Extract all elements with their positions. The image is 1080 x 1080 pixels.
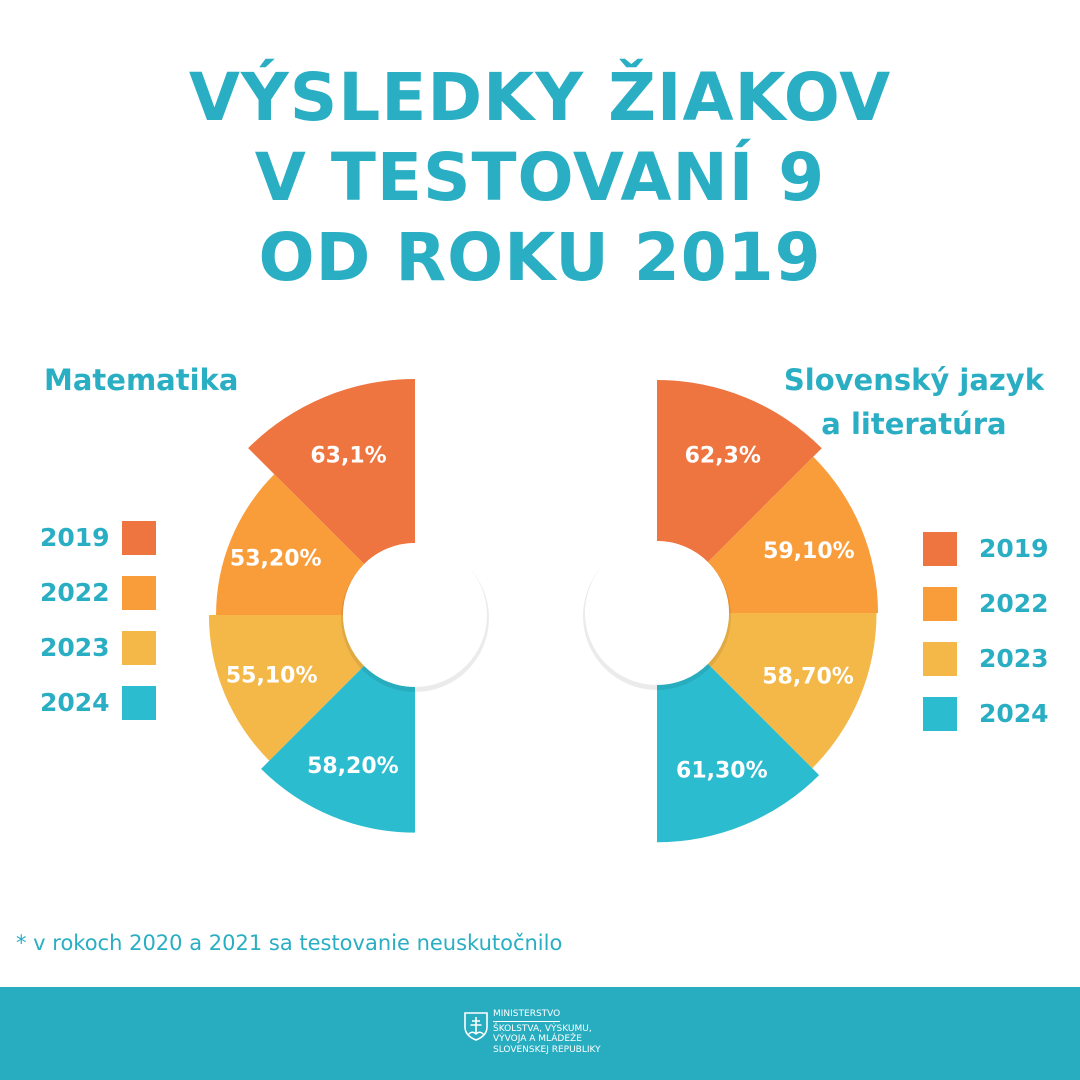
data-label-2023: 58,70% [762,665,854,690]
center-hole [343,543,487,687]
legend-item-2023: 2023 [923,642,1053,676]
chart-title-sk-line-2: a literatúra [821,407,1007,441]
legend-swatch [923,532,957,566]
title-line-3: OD ROKU 2019 [258,219,822,296]
data-label-2024: 61,30% [676,759,768,784]
legend-swatch [122,686,156,720]
legend-swatch [122,521,156,555]
page-title: VÝSLEDKY ŽIAKOV V TESTOVANÍ 9 OD ROKU 20… [0,58,1080,298]
legend-item-2022: 2022 [40,576,170,610]
title-line-1: VÝSLEDKY ŽIAKOV [188,59,892,136]
footer-bar: MINISTERSTVO ŠKOLSTVA, VÝSKUMU, VÝVOJA A… [0,987,1080,1080]
ministry-logo: MINISTERSTVO ŠKOLSTVA, VÝSKUMU, VÝVOJA A… [463,1009,643,1065]
ministry-line-2: ŠKOLSTVA, VÝSKUMU, [493,1023,592,1034]
legend-label: 2019 [40,523,110,552]
legend-label: 2023 [40,633,110,662]
ministry-line-3: VÝVOJA A MLÁDEŽE [493,1034,582,1044]
legend-swatch [122,631,156,665]
legend-item-2019: 2019 [40,521,170,555]
chart-title-sk-line-1: Slovenský jazyk [783,363,1044,397]
legend-label: 2022 [979,589,1049,618]
ministry-line-1: MINISTERSTVO [493,1009,561,1022]
legend-item-2019: 2019 [923,532,1053,566]
legend-item-2024: 2024 [40,686,170,720]
legend-swatch [923,642,957,676]
legend-swatch [923,587,957,621]
slice-2022 [707,456,879,613]
chart-title-slovensky-jazyk: Slovenský jazyk a literatúra [784,358,1044,446]
chart-matematika: 63,1% 53,20% 55,10% 58,20% [208,379,489,833]
coat-of-arms-icon [464,1012,488,1041]
data-label-2019: 62,3% [685,443,761,468]
chart-slovensky-jazyk: 62,3% 59,10% 58,70% 61,30% [583,379,879,843]
data-label-2022: 59,10% [763,539,855,564]
ministry-name: MINISTERSTVO ŠKOLSTVA, VÝSKUMU, VÝVOJA A… [493,1009,601,1055]
slice-2024 [261,665,415,833]
footnote: * v rokoch 2020 a 2021 sa testovanie neu… [16,931,563,955]
center-hole [585,541,729,685]
data-label-2024: 58,20% [307,754,399,779]
data-label-2022: 53,20% [230,546,322,571]
chart-title-matematika: Matematika [44,363,239,397]
legend-swatch [122,576,156,610]
legend-item-2023: 2023 [40,631,170,665]
title-line-2: V TESTOVANÍ 9 [254,139,826,216]
legend-item-2022: 2022 [923,587,1053,621]
slice-2024 [657,663,820,843]
data-label-2023: 55,10% [226,663,318,688]
legend-swatch [923,697,957,731]
data-label-2019: 63,1% [310,444,386,469]
legend-label: 2022 [40,578,110,607]
legend-item-2024: 2024 [923,697,1053,731]
legend-label: 2019 [979,534,1049,563]
legend-label: 2024 [979,699,1049,728]
ministry-line-4: SLOVENSKEJ REPUBLIKY [493,1044,601,1055]
slice-2019 [657,379,822,563]
slice-2023 [707,613,877,769]
legend-label: 2023 [979,644,1049,673]
slice-2019 [248,379,415,565]
slice-2023 [208,615,365,761]
slice-2022 [216,474,365,615]
legend-label: 2024 [40,688,110,717]
